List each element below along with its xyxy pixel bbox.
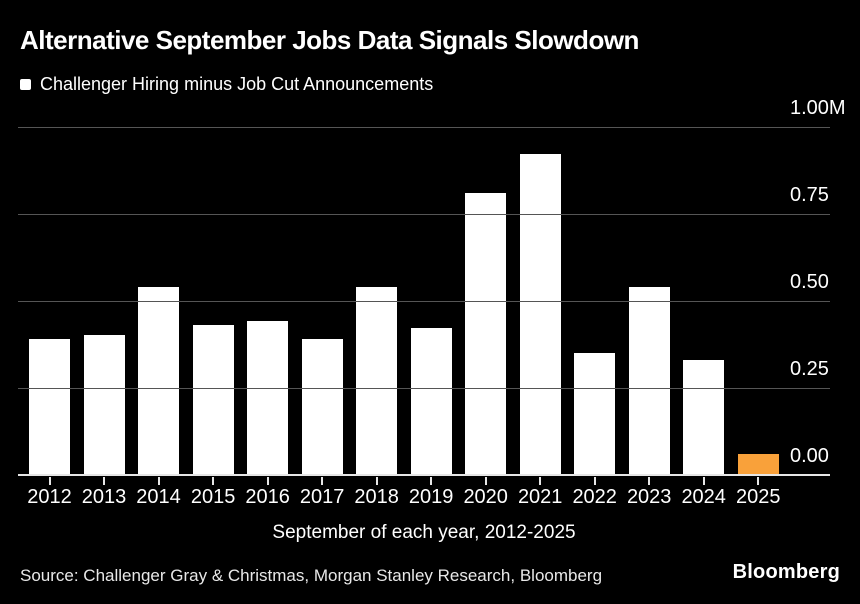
chart-title: Alternative September Jobs Data Signals … — [20, 25, 639, 55]
x-axis-tick — [757, 477, 760, 485]
gridline — [18, 126, 830, 128]
gridline — [18, 213, 830, 215]
bar-2018 — [356, 286, 398, 475]
x-axis-label: 2021 — [517, 486, 563, 508]
bar-2012 — [29, 338, 70, 475]
x-axis-label: 2012 — [27, 486, 72, 508]
x-axis-tick — [157, 477, 160, 485]
x-axis-label: 2023 — [626, 486, 672, 508]
x-axis-label: 2024 — [681, 486, 726, 508]
x-axis-line — [18, 474, 830, 476]
bar-2015 — [192, 324, 234, 475]
x-axis-label: 2017 — [299, 486, 345, 508]
x-axis-label: 2019 — [408, 486, 454, 508]
bar-2019 — [410, 328, 452, 475]
legend-swatch-icon — [20, 78, 31, 90]
x-axis-tick — [321, 477, 324, 485]
bloomberg-logo: Bloomberg — [732, 561, 840, 583]
x-axis-tick — [430, 477, 433, 485]
legend-label: Challenger Hiring minus Job Cut Announce… — [40, 74, 434, 94]
x-axis-tick — [593, 477, 596, 485]
bar-2021 — [519, 154, 561, 475]
x-axis-label: 2014 — [136, 486, 181, 508]
bar-2017 — [301, 338, 343, 475]
x-axis-label: 2015 — [190, 486, 236, 508]
bar-2022 — [574, 352, 616, 475]
x-axis-note: September of each year, 2012-2025 — [272, 522, 576, 543]
y-axis-tick-label: 1.00M — [790, 96, 846, 119]
x-axis-label: 2020 — [463, 486, 508, 508]
x-axis-tick — [103, 477, 105, 485]
x-axis-tick — [648, 477, 651, 485]
x-axis-tick — [48, 477, 51, 485]
gridline — [18, 300, 830, 302]
x-axis-tick — [484, 477, 487, 485]
x-axis-label: 2022 — [572, 486, 617, 508]
x-axis-label: 2016 — [245, 486, 290, 508]
legend: Challenger Hiring minus Job Cut Announce… — [20, 75, 433, 93]
bar-2020 — [465, 192, 507, 475]
bar-2023 — [628, 286, 670, 475]
x-axis-tick — [702, 477, 705, 485]
x-axis-label: 2013 — [81, 486, 127, 508]
x-axis-label: 2025 — [736, 486, 781, 508]
bar-2014 — [138, 286, 179, 475]
y-axis-tick-label: 0.75 — [790, 183, 829, 206]
bar-2024 — [683, 359, 725, 475]
source-note: Source: Challenger Gray & Christmas, Mor… — [20, 566, 603, 585]
y-axis-tick-label: 0.25 — [790, 357, 829, 380]
bar-2016 — [247, 321, 289, 475]
x-axis-tick — [375, 477, 378, 485]
bar-2013 — [83, 335, 125, 475]
x-axis-tick — [266, 477, 269, 485]
x-axis-label: 2018 — [354, 486, 399, 508]
y-axis-tick-label: 0.50 — [790, 270, 829, 293]
x-axis-tick — [539, 477, 542, 485]
gridline — [18, 387, 830, 389]
bar-2025 — [737, 453, 779, 475]
x-axis-tick — [212, 477, 215, 485]
y-axis-tick-label: 0.00 — [790, 444, 829, 467]
